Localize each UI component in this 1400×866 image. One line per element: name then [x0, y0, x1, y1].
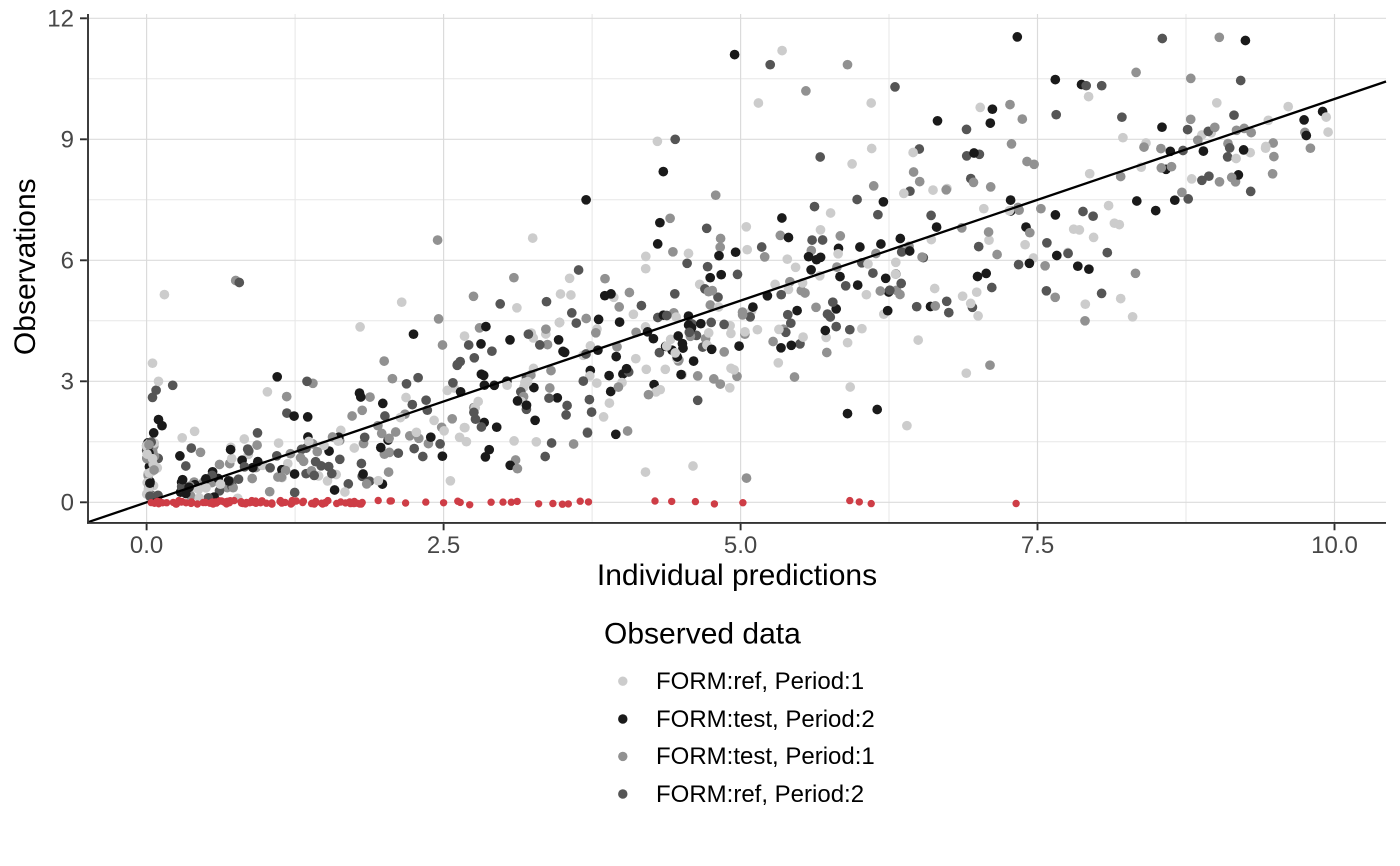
svg-text:9: 9: [61, 127, 74, 154]
svg-text:0: 0: [61, 490, 74, 517]
svg-text:FORM:test, Period:1: FORM:test, Period:1: [656, 743, 875, 770]
svg-text:Observed data: Observed data: [604, 618, 801, 651]
svg-text:12: 12: [47, 6, 74, 33]
svg-text:Individual predictions: Individual predictions: [597, 559, 877, 592]
svg-text:2.5: 2.5: [427, 532, 460, 559]
svg-text:0.0: 0.0: [130, 532, 163, 559]
svg-text:FORM:ref, Period:2: FORM:ref, Period:2: [656, 781, 864, 808]
svg-text:10.0: 10.0: [1311, 532, 1358, 559]
svg-text:3: 3: [61, 369, 74, 396]
svg-text:6: 6: [61, 248, 74, 275]
svg-text:7.5: 7.5: [1021, 532, 1054, 559]
svg-text:5.0: 5.0: [724, 532, 757, 559]
svg-text:FORM:test, Period:2: FORM:test, Period:2: [656, 706, 875, 733]
svg-text:FORM:ref, Period:1: FORM:ref, Period:1: [656, 668, 864, 695]
svg-text:Observations: Observations: [9, 178, 42, 355]
